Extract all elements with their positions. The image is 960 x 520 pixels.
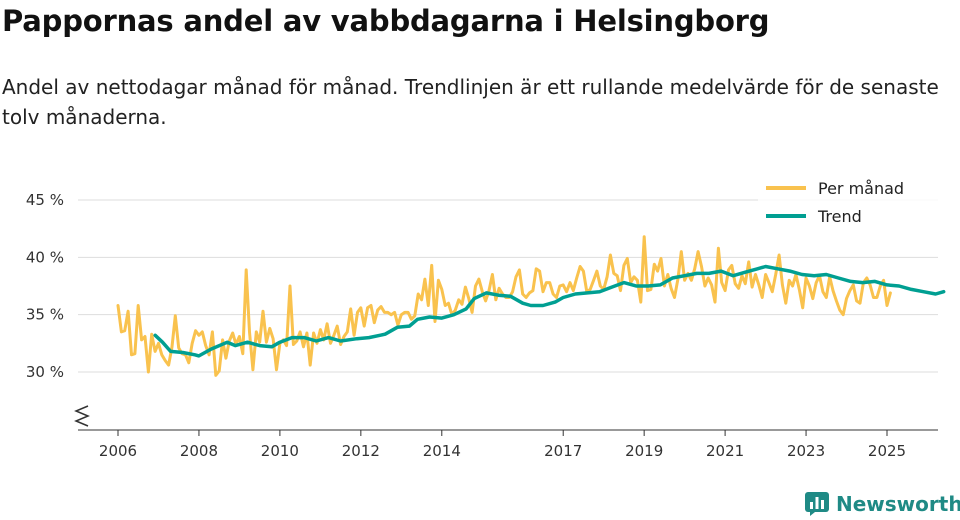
brand-name: Newsworthy xyxy=(836,492,960,516)
y-tick-label: 30 % xyxy=(26,363,64,381)
x-axis: 2006 2008 2010 2012 2014 2017 2019 2021 2023 2025 xyxy=(74,405,938,460)
x-tick-label: 2023 xyxy=(787,442,825,460)
y-tick-label: 35 % xyxy=(26,306,64,324)
x-tick-label: 2014 xyxy=(423,442,461,460)
x-tick-label: 2012 xyxy=(342,442,380,460)
legend: Per månad Trend xyxy=(758,179,944,232)
bar-chart-icon xyxy=(805,492,829,516)
legend-bg xyxy=(758,180,944,204)
y-axis-labels: 30 % 35 % 40 % 45 % xyxy=(26,191,64,381)
x-tick-label: 2010 xyxy=(261,442,299,460)
y-tick-label: 45 % xyxy=(26,191,64,209)
legend-label: Trend xyxy=(817,207,862,226)
x-tick-label: 2025 xyxy=(868,442,906,460)
legend-label: Per månad xyxy=(818,179,904,198)
x-tick-label: 2021 xyxy=(706,442,744,460)
chart-subtitle: Andel av nettodagar månad för månad. Tre… xyxy=(2,75,939,129)
series-line-trend xyxy=(153,264,946,358)
series-lines xyxy=(116,235,946,377)
axis-break-icon xyxy=(74,405,90,427)
x-tick-label: 2008 xyxy=(180,442,218,460)
newsworthy-logo: Newsworthy xyxy=(804,488,960,520)
x-tick-label: 2006 xyxy=(99,442,137,460)
x-tick-label: 2017 xyxy=(544,442,582,460)
chart-title: Pappornas andel av vabbdagarna i Helsing… xyxy=(2,4,770,38)
legend-bg xyxy=(758,208,944,232)
y-tick-label: 40 % xyxy=(26,248,64,266)
x-tick-label: 2019 xyxy=(625,442,663,460)
